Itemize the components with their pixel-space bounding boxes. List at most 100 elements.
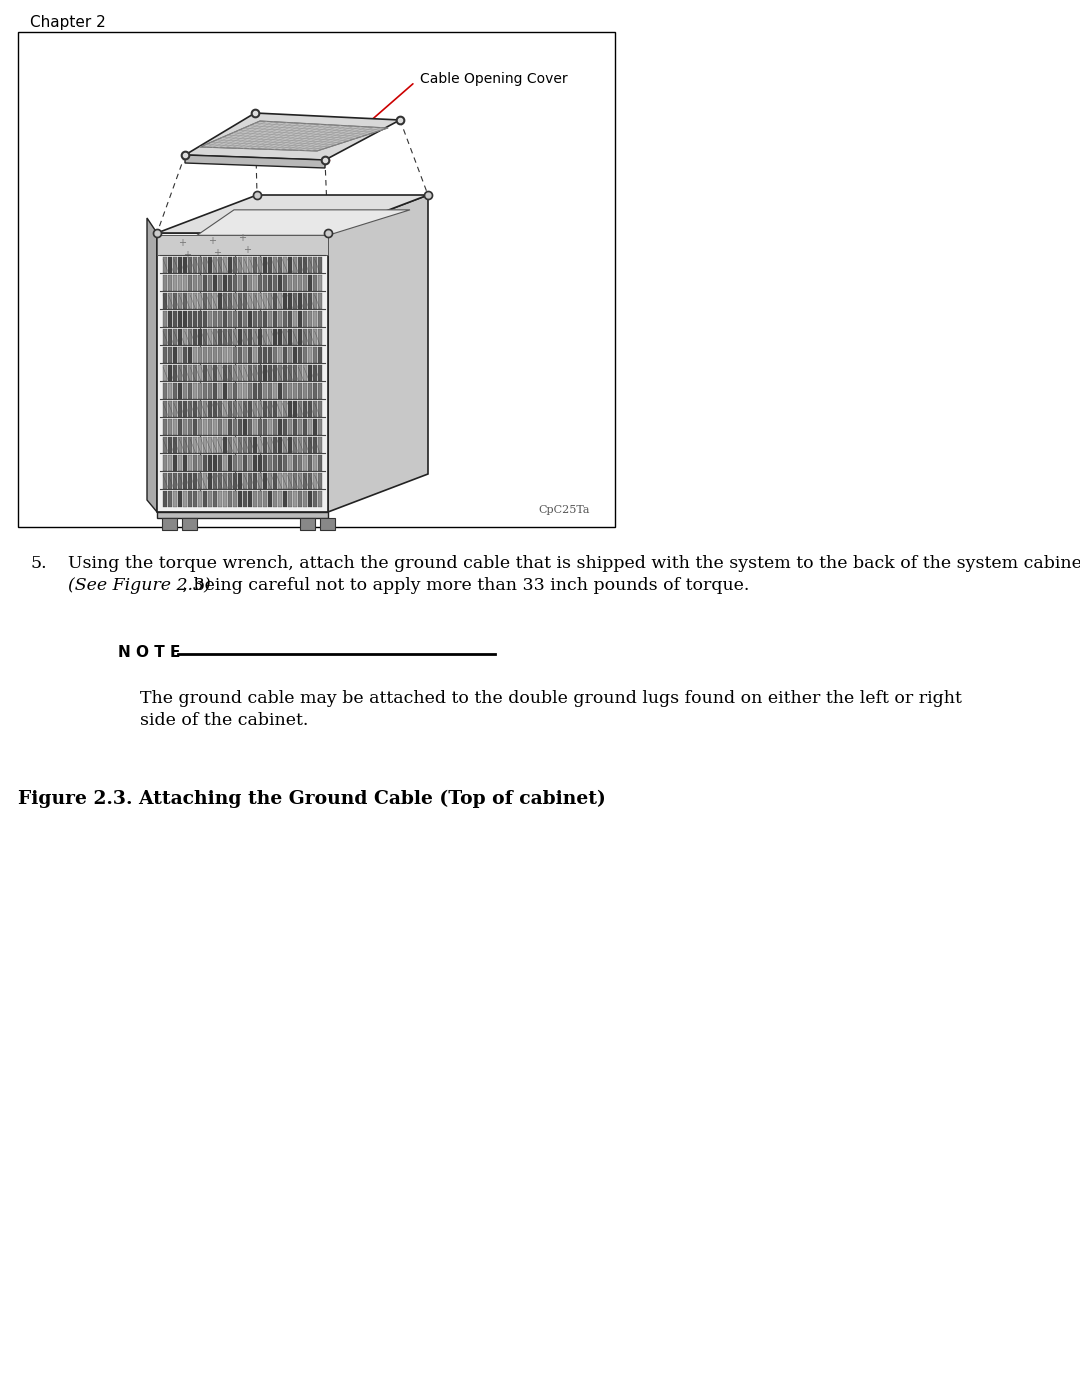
Bar <box>203 490 207 507</box>
Bar <box>193 257 197 272</box>
Bar <box>198 293 202 309</box>
Bar <box>258 401 262 416</box>
Bar <box>248 346 252 363</box>
Bar <box>318 474 322 489</box>
Bar <box>173 346 177 363</box>
Bar <box>178 455 183 471</box>
Bar <box>268 401 272 416</box>
Bar <box>213 455 217 471</box>
Bar <box>228 330 232 345</box>
Bar <box>213 257 217 272</box>
Bar <box>213 330 217 345</box>
Bar <box>203 474 207 489</box>
Bar <box>273 455 276 471</box>
Bar <box>222 474 227 489</box>
Bar <box>198 437 202 453</box>
Bar <box>293 293 297 309</box>
Bar <box>283 293 287 309</box>
Bar <box>283 401 287 416</box>
Bar <box>243 455 247 471</box>
Bar <box>264 275 267 291</box>
Bar <box>183 257 187 272</box>
Bar <box>233 257 237 272</box>
Bar <box>178 312 183 327</box>
Bar <box>318 312 322 327</box>
Bar <box>308 455 312 471</box>
Bar <box>278 257 282 272</box>
Bar <box>253 401 257 416</box>
Bar <box>222 365 227 381</box>
Bar <box>228 365 232 381</box>
Bar <box>168 490 172 507</box>
Bar <box>293 490 297 507</box>
Bar <box>168 455 172 471</box>
Bar <box>243 330 247 345</box>
Bar <box>300 518 315 529</box>
Bar <box>208 365 212 381</box>
Bar <box>303 490 307 507</box>
Polygon shape <box>185 113 400 161</box>
Bar <box>298 474 302 489</box>
Bar <box>163 401 167 416</box>
Bar <box>264 455 267 471</box>
Bar <box>283 330 287 345</box>
Bar <box>264 257 267 272</box>
Bar <box>248 474 252 489</box>
Bar <box>303 474 307 489</box>
Bar <box>318 293 322 309</box>
Bar <box>213 293 217 309</box>
Bar <box>208 346 212 363</box>
Bar <box>193 275 197 291</box>
Bar <box>243 490 247 507</box>
Bar <box>268 365 272 381</box>
Bar <box>233 419 237 434</box>
Bar <box>168 312 172 327</box>
Bar <box>208 474 212 489</box>
Bar <box>208 312 212 327</box>
Text: Cable Opening Cover: Cable Opening Cover <box>420 73 568 87</box>
Bar <box>258 419 262 434</box>
Bar <box>288 383 292 400</box>
Bar <box>193 346 197 363</box>
Bar <box>273 346 276 363</box>
Bar <box>208 275 212 291</box>
Text: +: + <box>243 244 251 256</box>
Bar <box>273 257 276 272</box>
Bar <box>198 419 202 434</box>
Bar <box>253 365 257 381</box>
Bar <box>222 293 227 309</box>
Bar <box>303 312 307 327</box>
Bar <box>298 401 302 416</box>
Bar <box>163 490 167 507</box>
Bar <box>183 383 187 400</box>
Bar <box>243 419 247 434</box>
Bar <box>173 275 177 291</box>
Bar <box>188 437 192 453</box>
Polygon shape <box>157 233 328 511</box>
Bar <box>218 346 222 363</box>
Polygon shape <box>157 511 328 518</box>
Bar <box>173 401 177 416</box>
Bar <box>222 490 227 507</box>
Bar <box>178 474 183 489</box>
Bar <box>283 437 287 453</box>
Text: +: + <box>208 236 216 246</box>
Bar <box>308 257 312 272</box>
Bar <box>203 257 207 272</box>
Bar <box>298 346 302 363</box>
Bar <box>293 365 297 381</box>
Bar <box>288 293 292 309</box>
Bar <box>248 419 252 434</box>
Bar <box>203 330 207 345</box>
Bar <box>258 474 262 489</box>
Bar <box>163 474 167 489</box>
Bar <box>258 346 262 363</box>
Bar <box>163 293 167 309</box>
Bar <box>293 257 297 272</box>
Bar <box>188 419 192 434</box>
Bar <box>238 455 242 471</box>
Bar <box>188 401 192 416</box>
Bar <box>183 330 187 345</box>
Bar <box>228 455 232 471</box>
Bar <box>283 312 287 327</box>
